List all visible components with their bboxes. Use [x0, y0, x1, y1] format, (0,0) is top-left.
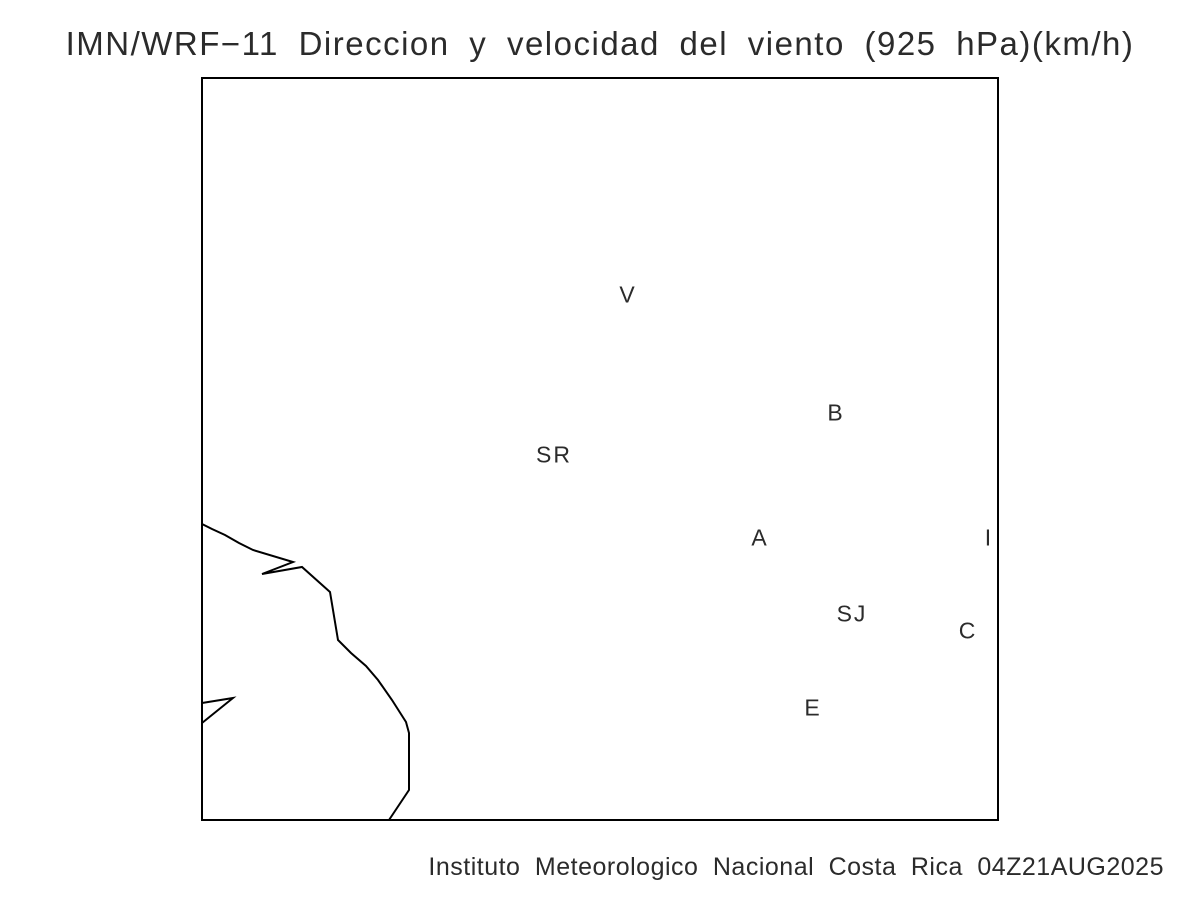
credit-caption: Instituto Meteorologico Nacional Costa R…: [428, 853, 1164, 881]
station-label-sr: SR: [536, 441, 572, 468]
station-label-i: I: [984, 524, 994, 551]
station-label-sj: SJ: [836, 600, 868, 627]
station-label-e: E: [804, 694, 822, 721]
station-label-a: A: [751, 524, 769, 551]
station-label-b: B: [827, 399, 845, 426]
coastline-path: [201, 696, 237, 724]
chart-title: IMN/WRF−11 Direccion y velocidad del vie…: [65, 25, 1135, 62]
coastline-path: [201, 523, 410, 821]
station-label-v: V: [619, 281, 637, 308]
station-label-c: C: [958, 617, 978, 644]
map-frame: [201, 77, 999, 821]
